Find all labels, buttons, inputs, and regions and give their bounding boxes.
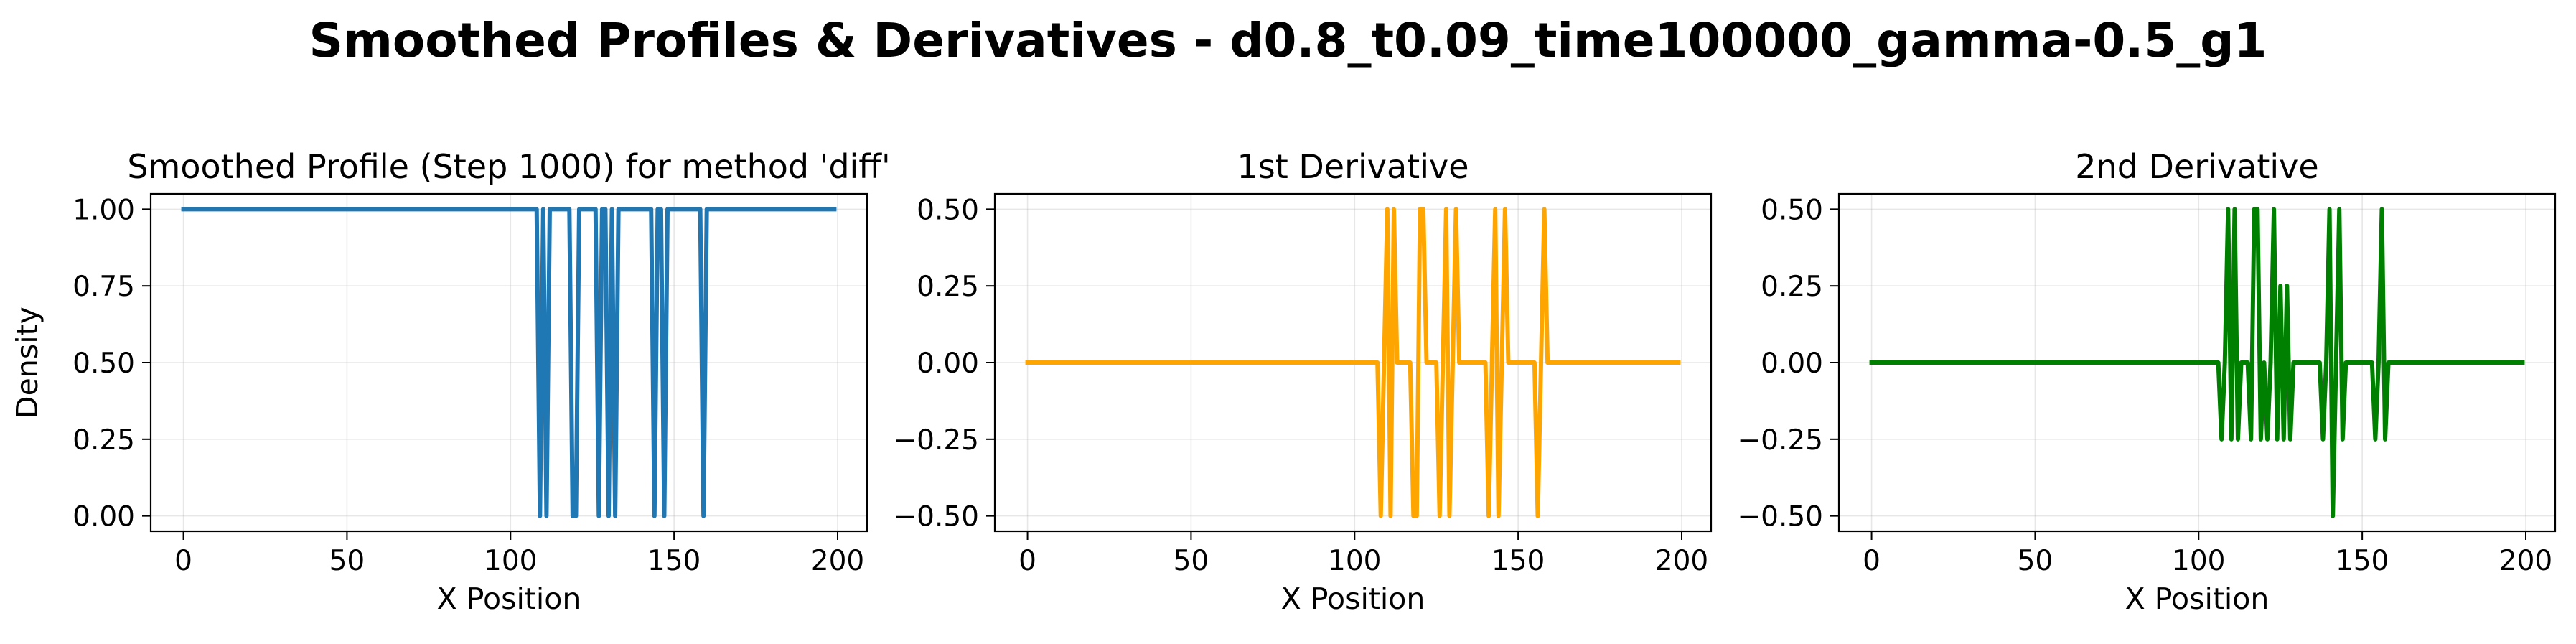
y-tick-label: 0.00: [917, 347, 979, 380]
x-tick-label: 50: [1174, 545, 1209, 577]
series-line-1: [181, 207, 837, 518]
y-tick-label: 0.50: [917, 194, 979, 226]
y-tick-label: 0.00: [72, 501, 135, 533]
x-tick-label: 0: [174, 545, 192, 577]
y-tick-label: 0.25: [917, 271, 979, 303]
y-tick-label: 0.75: [72, 271, 135, 303]
x-tick-label: 50: [329, 545, 365, 577]
subplot-title: 1st Derivative: [1237, 147, 1469, 186]
x-tick-label: 150: [1491, 545, 1545, 577]
subplot-3: 0 50 100 150 200 −0.50 −0.25 0.00 0.25 0.50 2nd De…: [1737, 147, 2557, 616]
subplot-2: 0 50 100 150 200 −0.50 −0.25 0.00 0.25 0.50 1st De…: [893, 147, 1713, 616]
subplot-title: 2nd Derivative: [2075, 147, 2318, 186]
x-tick-label: 50: [2018, 545, 2053, 577]
y-tick-label: 0.25: [1761, 271, 1823, 303]
y-tick-label: −0.50: [1737, 501, 1823, 533]
y-tick-label: −0.50: [893, 501, 979, 533]
x-tick-label: 200: [2499, 545, 2552, 577]
y-tick-label: −0.25: [893, 424, 979, 457]
x-tick-label: 100: [1328, 545, 1381, 577]
y-tick-label: −0.25: [1737, 424, 1823, 457]
y-axis-label: Density: [10, 307, 45, 419]
x-tick-label: 200: [1655, 545, 1708, 577]
x-tick-label: 100: [484, 545, 537, 577]
y-tick-label: 1.00: [72, 194, 135, 226]
x-tick-label: 100: [2172, 545, 2225, 577]
x-tick-label: 150: [647, 545, 701, 577]
y-tick-label: 0.50: [1761, 194, 1823, 226]
x-tick-label: 0: [1018, 545, 1036, 577]
x-axis-label: X Position: [1281, 582, 1425, 616]
x-tick-label: 200: [811, 545, 864, 577]
x-tick-label: 0: [1863, 545, 1881, 577]
x-axis-label: X Position: [437, 582, 581, 616]
y-tick-label: 0.00: [1761, 347, 1823, 380]
subplot-1: 0 50 100 150 200 0.00 0.25 0.50 0.75 1.00 Smoothed…: [10, 147, 891, 616]
series-line-1: [1869, 207, 2525, 518]
figure-suptitle: Smoothed Profiles & Derivatives - d0.8_t…: [309, 13, 2267, 68]
x-tick-label: 150: [2336, 545, 2389, 577]
series-line-1: [1025, 207, 1681, 518]
subplot-title: Smoothed Profile (Step 1000) for method …: [127, 147, 890, 186]
y-tick-label: 0.25: [72, 424, 135, 457]
x-axis-label: X Position: [2125, 582, 2270, 616]
y-tick-label: 0.50: [72, 347, 135, 380]
